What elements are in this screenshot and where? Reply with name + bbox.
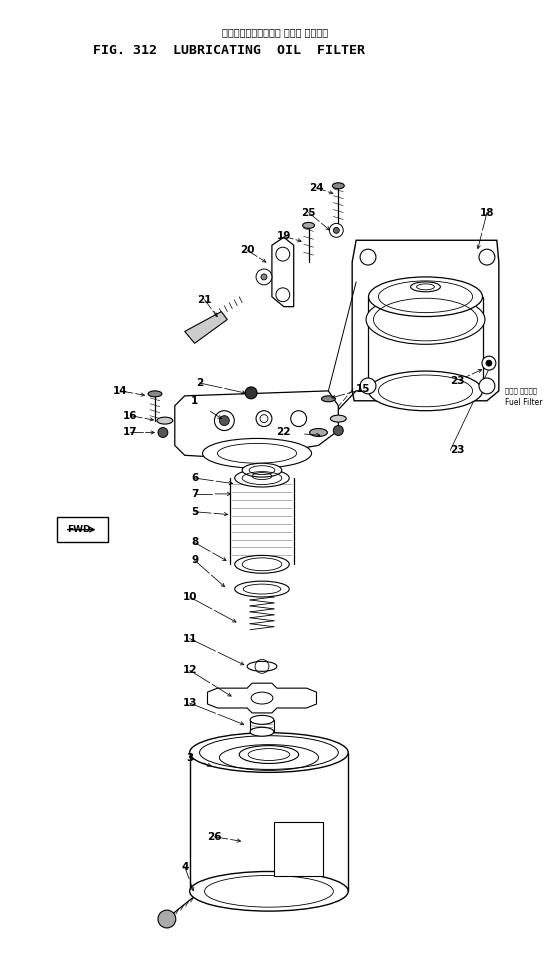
Text: ルーブリケーティング オイル フィルタ: ルーブリケーティング オイル フィルタ	[222, 27, 328, 37]
Text: 2: 2	[196, 378, 203, 388]
Text: 18: 18	[480, 207, 494, 217]
Text: 24: 24	[309, 183, 324, 193]
Bar	[274, 822, 323, 877]
Text: 19: 19	[277, 231, 291, 242]
Text: 3: 3	[186, 753, 193, 763]
Polygon shape	[208, 683, 316, 713]
Text: 10: 10	[182, 592, 197, 602]
Text: 1: 1	[191, 395, 198, 406]
Text: 26: 26	[207, 832, 222, 842]
Circle shape	[214, 411, 234, 431]
Ellipse shape	[310, 429, 327, 436]
Text: FWD: FWD	[67, 525, 91, 534]
Text: FIG. 312  LUBRICATING  OIL  FILTER: FIG. 312 LUBRICATING OIL FILTER	[93, 45, 365, 57]
Ellipse shape	[203, 438, 311, 468]
Circle shape	[158, 428, 168, 437]
Text: 7: 7	[191, 489, 198, 499]
Ellipse shape	[157, 417, 173, 424]
Circle shape	[219, 416, 229, 426]
Circle shape	[360, 378, 376, 393]
Text: Fuel Filter: Fuel Filter	[505, 398, 542, 407]
Text: 9: 9	[191, 555, 198, 565]
Circle shape	[333, 227, 339, 234]
Ellipse shape	[321, 395, 335, 402]
Circle shape	[333, 426, 343, 435]
Text: 23: 23	[450, 445, 464, 455]
Text: 20: 20	[240, 245, 254, 255]
Bar	[57, 517, 108, 543]
Ellipse shape	[332, 183, 344, 189]
Text: 12: 12	[182, 665, 197, 675]
Circle shape	[291, 411, 306, 427]
Text: 4: 4	[181, 862, 188, 872]
Ellipse shape	[366, 295, 485, 344]
Ellipse shape	[411, 281, 440, 292]
Text: 25: 25	[301, 207, 316, 217]
Ellipse shape	[247, 661, 277, 671]
Text: 14: 14	[113, 386, 128, 395]
Ellipse shape	[369, 371, 482, 411]
Text: 23: 23	[450, 376, 464, 386]
Text: 22: 22	[277, 428, 291, 437]
Text: 15: 15	[356, 384, 370, 393]
Ellipse shape	[250, 728, 274, 736]
Text: 11: 11	[182, 634, 197, 644]
Text: 8: 8	[191, 538, 198, 547]
Ellipse shape	[330, 415, 346, 422]
Circle shape	[256, 269, 272, 284]
Circle shape	[479, 249, 495, 265]
Ellipse shape	[250, 716, 274, 725]
Polygon shape	[175, 391, 338, 461]
Ellipse shape	[235, 469, 289, 487]
Circle shape	[261, 274, 267, 280]
Polygon shape	[185, 312, 227, 343]
Text: 5: 5	[191, 506, 198, 517]
Circle shape	[330, 223, 343, 238]
Ellipse shape	[148, 391, 162, 396]
Ellipse shape	[190, 732, 348, 772]
Ellipse shape	[235, 555, 289, 574]
Text: 17: 17	[123, 428, 137, 437]
Ellipse shape	[190, 872, 348, 911]
Polygon shape	[272, 238, 294, 307]
Text: 21: 21	[197, 295, 212, 305]
Text: 6: 6	[191, 473, 198, 483]
Text: 13: 13	[182, 698, 197, 708]
Ellipse shape	[302, 222, 315, 228]
Ellipse shape	[235, 581, 289, 597]
Text: 16: 16	[123, 411, 137, 421]
Circle shape	[479, 378, 495, 393]
Circle shape	[486, 360, 492, 366]
Circle shape	[360, 249, 376, 265]
Circle shape	[245, 387, 257, 398]
Ellipse shape	[239, 746, 299, 764]
Circle shape	[158, 910, 176, 928]
Circle shape	[482, 356, 496, 370]
Text: フェル フィルタ: フェル フィルタ	[505, 388, 537, 394]
Ellipse shape	[242, 464, 282, 477]
Ellipse shape	[369, 277, 482, 317]
Circle shape	[256, 411, 272, 427]
Polygon shape	[352, 241, 499, 400]
